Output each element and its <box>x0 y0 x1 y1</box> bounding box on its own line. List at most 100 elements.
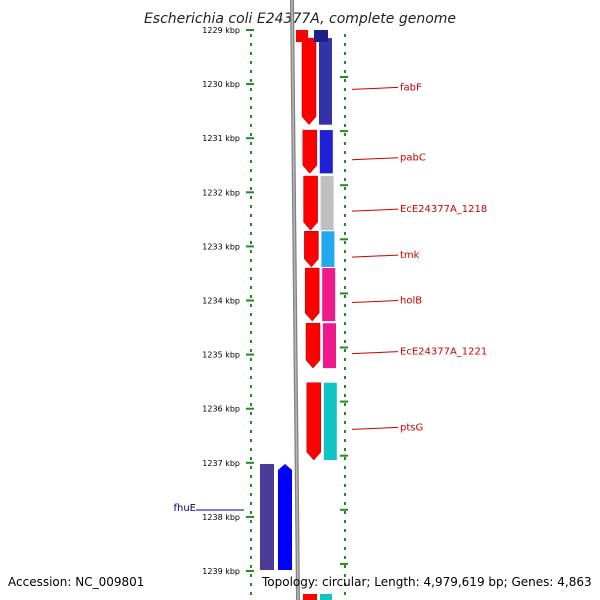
gene-label-tmk[interactable]: tmk <box>400 250 420 261</box>
minor-tick <box>250 529 252 532</box>
major-tick <box>246 407 254 410</box>
tick-label: 1229 kbp <box>202 26 240 35</box>
gene-label-fhuE[interactable]: fhuE <box>173 503 196 514</box>
minor-tick <box>344 430 346 433</box>
minor-tick <box>344 169 346 172</box>
minor-tick <box>344 484 346 487</box>
minor-tick <box>250 547 252 550</box>
gene-label-EcE24377A_1221[interactable]: EcE24377A_1221 <box>400 347 487 358</box>
minor-tick <box>344 250 346 253</box>
cds-arrow-tmk[interactable] <box>304 231 319 268</box>
minor-tick <box>344 475 346 478</box>
label-leader <box>351 254 399 258</box>
minor-tick <box>344 556 346 559</box>
minor-tick <box>250 385 252 388</box>
function-bar-fabF <box>319 38 332 125</box>
label-leader <box>351 208 399 212</box>
cds-arrow-EcE24377A_1221[interactable] <box>305 322 321 369</box>
minor-tick <box>344 592 346 595</box>
minor-tick <box>250 322 252 325</box>
minor-tick <box>250 484 252 487</box>
minor-tick <box>250 268 252 271</box>
minor-tick <box>344 376 346 379</box>
minor-tick <box>344 466 346 469</box>
minor-tick <box>344 187 346 190</box>
minor-tick <box>250 412 252 415</box>
major-tick <box>340 562 348 565</box>
gene-label-holB[interactable]: holB <box>400 296 422 307</box>
gene-label-ptsG[interactable]: ptsG <box>400 422 423 433</box>
minor-tick <box>344 394 346 397</box>
minor-tick <box>344 529 346 532</box>
minor-tick <box>344 511 346 514</box>
minor-tick <box>250 232 252 235</box>
minor-tick <box>250 151 252 154</box>
map-title: Escherichia coli E24377A, complete genom… <box>144 11 456 27</box>
minor-tick <box>344 367 346 370</box>
cds-arrow-EcE24377A_1218[interactable] <box>303 175 318 231</box>
tick-label: 1232 kbp <box>202 188 240 197</box>
minor-tick <box>250 313 252 316</box>
minor-tick <box>250 241 252 244</box>
minor-tick <box>250 259 252 262</box>
minor-tick <box>250 430 252 433</box>
label-leader <box>351 157 399 161</box>
minor-tick <box>344 313 346 316</box>
major-tick <box>246 191 254 194</box>
minor-tick <box>344 70 346 73</box>
minor-tick <box>344 142 346 145</box>
minor-tick <box>250 304 252 307</box>
minor-tick <box>344 421 346 424</box>
major-tick <box>246 137 254 140</box>
minor-tick <box>250 511 252 514</box>
minor-tick <box>344 160 346 163</box>
minor-tick <box>344 196 346 199</box>
minor-tick <box>250 106 252 109</box>
minor-tick <box>344 412 346 415</box>
minor-tick <box>344 547 346 550</box>
minor-tick <box>250 34 252 37</box>
gene-label-EcE24377A_1218[interactable]: EcE24377A_1218 <box>400 204 487 215</box>
minor-tick <box>250 331 252 334</box>
minor-tick <box>250 142 252 145</box>
minor-tick <box>344 223 346 226</box>
minor-tick <box>250 349 252 352</box>
minor-tick <box>344 268 346 271</box>
minor-tick <box>250 340 252 343</box>
function-bar-EcE24377A_1221 <box>323 323 336 369</box>
cds-arrow-fabF[interactable] <box>301 37 317 126</box>
gene-label-fabF[interactable]: fabF <box>400 82 422 93</box>
minor-tick <box>344 178 346 181</box>
minor-tick <box>250 583 252 586</box>
gene-label-pabC[interactable]: pabC <box>400 153 426 164</box>
major-tick <box>340 130 348 133</box>
major-tick <box>246 299 254 302</box>
minor-tick <box>344 97 346 100</box>
minor-tick <box>250 115 252 118</box>
function-fragment <box>314 30 328 42</box>
minor-tick <box>250 43 252 46</box>
function-bar-ptsG <box>323 382 337 461</box>
cds-arrow-pabC[interactable] <box>302 129 318 174</box>
minor-tick <box>344 214 346 217</box>
minor-tick <box>344 61 346 64</box>
minor-tick <box>344 358 346 361</box>
major-tick <box>340 454 348 457</box>
minor-tick <box>250 367 252 370</box>
minor-tick <box>344 403 346 406</box>
minor-tick <box>344 340 346 343</box>
minor-tick <box>344 277 346 280</box>
minor-tick <box>250 277 252 280</box>
cds-arrow-fhuE[interactable] <box>278 463 292 570</box>
cds-arrow-holB[interactable] <box>304 267 320 322</box>
minor-tick <box>344 385 346 388</box>
minor-tick <box>344 538 346 541</box>
cds-arrow-ptsG[interactable] <box>306 382 322 461</box>
minor-tick <box>250 394 252 397</box>
minor-tick <box>250 592 252 595</box>
minor-tick <box>344 79 346 82</box>
minor-tick <box>344 232 346 235</box>
function-bar-pabC <box>319 130 333 174</box>
minor-tick <box>250 214 252 217</box>
